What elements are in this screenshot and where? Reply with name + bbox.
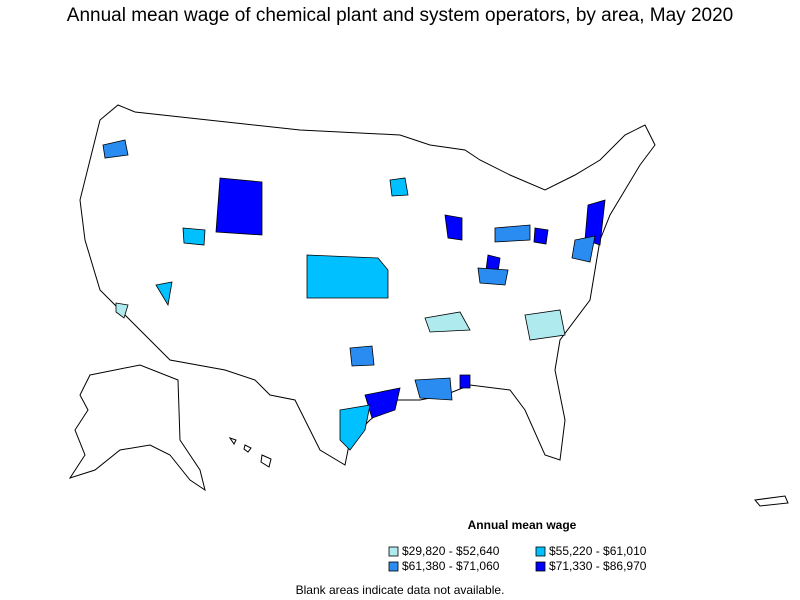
area-southeast: [424, 311, 471, 333]
area-carolinas: [524, 309, 566, 341]
area-minnesota: [389, 177, 409, 197]
legend-swatch: [388, 561, 399, 572]
legend: $29,820 - $52,640 $55,220 - $61,010 $61,38…: [388, 544, 647, 573]
legend-swatch: [535, 561, 546, 572]
area-wyoming: [215, 177, 263, 236]
alaska: [68, 364, 206, 492]
legend-label: $71,330 - $86,970: [549, 559, 647, 573]
area-texas-coast: [339, 404, 371, 451]
legend-label: $61,380 - $71,060: [402, 559, 500, 573]
legend-swatch: [388, 546, 399, 557]
legend-swatch: [535, 546, 546, 557]
puerto-rico: [754, 495, 789, 507]
legend-label: $55,220 - $61,010: [549, 544, 647, 558]
area-houston: [364, 387, 401, 419]
area-midatlantic: [571, 235, 596, 263]
map: [68, 104, 789, 507]
area-oklahoma: [349, 345, 375, 367]
area-kansas: [306, 254, 389, 299]
note: Blank areas indicate data not available.: [296, 583, 505, 597]
map-title: Annual mean wage of chemical plant and s…: [67, 5, 733, 26]
area-tennessee: [477, 267, 509, 286]
legend-label: $29,820 - $52,640: [402, 544, 500, 558]
area-louisiana: [414, 377, 453, 401]
legend-title: Annual mean wage: [468, 518, 577, 532]
area-oregon: [102, 139, 129, 159]
area-ohio: [494, 224, 531, 243]
hawaii: [228, 437, 272, 468]
area-california: [115, 302, 129, 319]
area-northeast: [584, 199, 606, 246]
area-colorado: [182, 227, 206, 246]
area-mobile: [459, 374, 471, 389]
area-chicago: [444, 214, 463, 241]
area-pittsburgh: [533, 227, 549, 245]
area-nevada: [155, 281, 173, 307]
